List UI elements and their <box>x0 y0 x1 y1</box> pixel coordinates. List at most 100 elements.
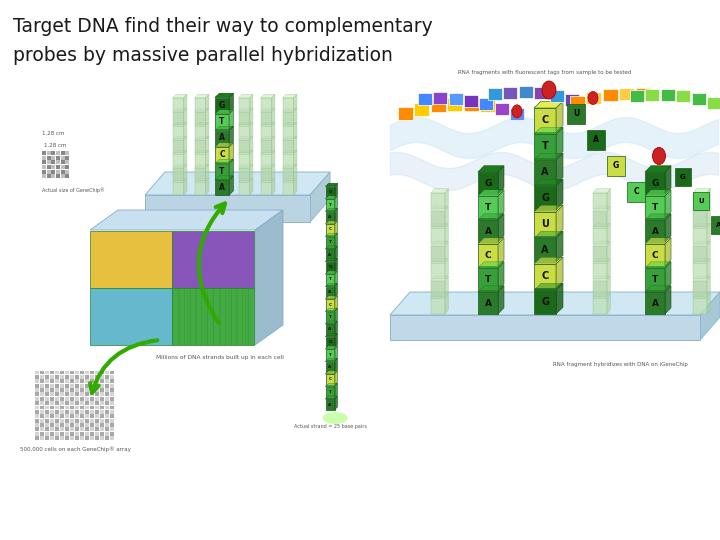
Polygon shape <box>229 159 233 179</box>
Bar <box>100 379 104 383</box>
Polygon shape <box>205 94 209 111</box>
Text: G: G <box>328 190 332 194</box>
Polygon shape <box>325 336 335 348</box>
Bar <box>56 151 60 155</box>
Polygon shape <box>261 178 275 182</box>
Polygon shape <box>194 150 209 154</box>
Polygon shape <box>145 195 310 222</box>
Bar <box>95 410 99 414</box>
Bar <box>56 174 60 178</box>
Polygon shape <box>194 109 209 112</box>
Bar <box>100 388 104 392</box>
Bar <box>51 160 55 164</box>
Bar <box>35 406 40 409</box>
Bar <box>80 370 84 374</box>
Polygon shape <box>335 296 338 310</box>
Bar <box>110 427 114 431</box>
Polygon shape <box>665 286 671 314</box>
Bar <box>50 401 55 405</box>
Bar <box>105 410 109 414</box>
Polygon shape <box>556 179 563 210</box>
Polygon shape <box>707 294 711 314</box>
Bar <box>75 423 79 427</box>
Polygon shape <box>498 238 504 266</box>
Bar <box>70 427 74 431</box>
Polygon shape <box>194 112 205 125</box>
Polygon shape <box>498 238 504 266</box>
Polygon shape <box>325 383 338 387</box>
Polygon shape <box>215 126 233 131</box>
Bar <box>60 401 64 405</box>
Text: T: T <box>328 353 331 356</box>
Bar <box>55 432 59 436</box>
Polygon shape <box>261 109 275 112</box>
Bar <box>45 423 50 427</box>
Polygon shape <box>229 126 233 145</box>
Polygon shape <box>335 333 338 348</box>
Polygon shape <box>556 284 563 314</box>
Polygon shape <box>431 193 445 209</box>
Polygon shape <box>335 346 338 360</box>
Polygon shape <box>567 104 585 124</box>
Bar <box>35 410 40 414</box>
Bar <box>85 370 89 374</box>
Text: A: A <box>593 136 599 145</box>
Polygon shape <box>478 238 504 244</box>
Polygon shape <box>325 259 338 261</box>
Polygon shape <box>325 383 338 387</box>
Bar <box>75 383 79 388</box>
Bar <box>40 397 45 401</box>
Polygon shape <box>645 238 671 244</box>
Text: T: T <box>328 315 331 319</box>
Polygon shape <box>665 214 671 242</box>
Text: A: A <box>328 290 332 294</box>
Polygon shape <box>238 150 253 154</box>
Polygon shape <box>445 259 449 279</box>
Polygon shape <box>431 99 446 112</box>
Polygon shape <box>335 271 338 285</box>
Polygon shape <box>431 224 449 228</box>
Bar <box>75 406 79 409</box>
Bar <box>65 393 69 396</box>
Polygon shape <box>282 140 294 153</box>
Text: A: A <box>328 327 332 332</box>
Polygon shape <box>282 178 297 182</box>
Polygon shape <box>250 123 253 139</box>
Bar <box>80 410 84 414</box>
Polygon shape <box>325 308 338 312</box>
Polygon shape <box>645 190 671 196</box>
Bar <box>60 170 65 174</box>
Polygon shape <box>215 114 229 129</box>
Polygon shape <box>238 123 253 126</box>
Polygon shape <box>173 98 184 111</box>
Text: probes by massive parallel hybridization: probes by massive parallel hybridization <box>13 46 393 65</box>
Polygon shape <box>707 206 711 226</box>
Bar <box>50 388 55 392</box>
Text: G: G <box>219 100 225 110</box>
Bar <box>40 379 45 383</box>
Bar <box>80 427 84 431</box>
Bar <box>100 393 104 396</box>
Bar <box>70 418 74 422</box>
Polygon shape <box>498 190 504 218</box>
Polygon shape <box>261 150 275 154</box>
Polygon shape <box>534 186 556 210</box>
Polygon shape <box>645 166 671 172</box>
Polygon shape <box>534 153 563 160</box>
Polygon shape <box>480 99 495 112</box>
Polygon shape <box>478 190 504 196</box>
Text: RNA fragment hybridizes with DNA on iGeneChip: RNA fragment hybridizes with DNA on iGen… <box>552 362 688 367</box>
Polygon shape <box>271 150 275 167</box>
Polygon shape <box>335 308 338 322</box>
Text: Millions of DNA strands built up in each cell: Millions of DNA strands built up in each… <box>156 355 284 360</box>
Bar <box>45 432 50 436</box>
Bar <box>110 423 114 427</box>
Polygon shape <box>325 321 338 324</box>
Polygon shape <box>593 188 611 193</box>
Bar <box>80 388 84 392</box>
Polygon shape <box>215 143 233 147</box>
Bar <box>50 423 55 427</box>
Bar <box>55 397 59 401</box>
Polygon shape <box>534 212 556 236</box>
Bar <box>90 370 94 374</box>
